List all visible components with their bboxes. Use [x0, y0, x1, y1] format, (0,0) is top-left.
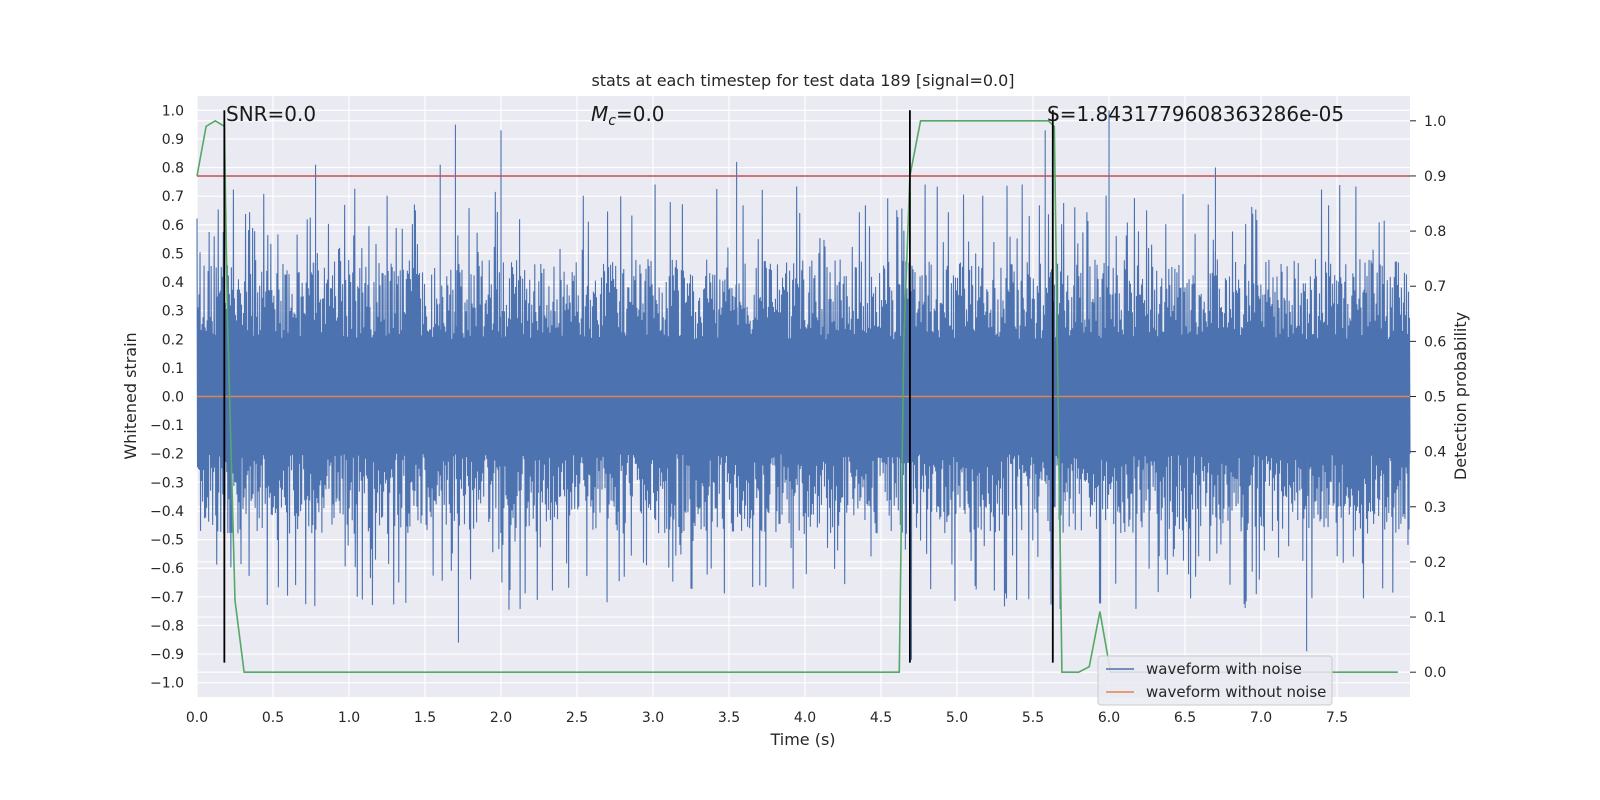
- y-right-tick-label: 0.3: [1424, 500, 1446, 516]
- y-axis-left-label: Whitened strain: [121, 332, 140, 459]
- y-left-tick-label: −0.4: [150, 504, 184, 520]
- annotation-mc: Mc=0.0: [591, 102, 665, 129]
- x-tick-label: 4.0: [794, 710, 816, 726]
- x-axis-label: Time (s): [769, 730, 835, 749]
- y-left-tick-label: −0.2: [150, 447, 184, 463]
- y-left-tick-label: 0.1: [162, 361, 184, 377]
- y-right-tick-label: 1.0: [1424, 114, 1446, 130]
- x-tick-label: 1.0: [338, 710, 360, 726]
- y-left-tick-label: −0.1: [150, 418, 184, 434]
- y-left-tick-label: 0.8: [162, 161, 184, 177]
- x-tick-label: 5.5: [1022, 710, 1044, 726]
- strain-layer: [196, 110, 1411, 660]
- chart-title: stats at each timestep for test data 189…: [591, 71, 1014, 90]
- annotation-snr: SNR=0.0: [226, 102, 316, 126]
- y-right-tick-label: 0.1: [1424, 610, 1446, 626]
- y-left-tick-label: 0.7: [162, 189, 184, 205]
- y-left-tick-label: 0.4: [162, 275, 184, 291]
- y-left-tick-label: 0.3: [162, 304, 184, 320]
- x-tick-label: 0.5: [262, 710, 284, 726]
- y-left-tick-label: 0.0: [162, 390, 184, 406]
- x-tick-label: 6.0: [1098, 710, 1120, 726]
- x-tick-label: 0.0: [186, 710, 208, 726]
- series-detection-probability: [196, 119, 1398, 673]
- annotation-s: S=1.8431779608363286e-05: [1047, 102, 1344, 126]
- legend-label-clean: waveform without noise: [1146, 683, 1326, 701]
- x-tick-label: 3.0: [642, 710, 664, 726]
- y-left-tick-label: 0.9: [162, 132, 184, 148]
- y-right-tick-label: 0.2: [1424, 555, 1446, 571]
- y-right-tick-label: 0.6: [1424, 334, 1446, 350]
- y-right-tick-label: 0.0: [1424, 665, 1446, 681]
- x-tick-label: 4.5: [870, 710, 892, 726]
- series-waveform-with-noise: [196, 110, 1411, 660]
- legend: waveform with noise waveform without noi…: [1097, 655, 1333, 706]
- x-tick-label: 1.5: [414, 710, 436, 726]
- x-tick-label: 2.5: [566, 710, 588, 726]
- y-left-tick-label: −0.8: [150, 618, 184, 634]
- y-right-tick-label: 0.7: [1424, 279, 1446, 295]
- legend-box: [1097, 655, 1333, 706]
- x-tick-label: 2.0: [490, 710, 512, 726]
- y-axis-right-label: Detection probability: [1451, 312, 1470, 480]
- x-tick-label: 5.0: [946, 710, 968, 726]
- x-tick-label: 3.5: [718, 710, 740, 726]
- ticks-layer: 0.0 0.5 1.0 1.5 2.0 2.5 3.0 3.5 4.0 4.5 5.0 5.5 6.0 6…: [150, 103, 1446, 726]
- y-right-tick-label: 0.8: [1424, 224, 1446, 240]
- x-tick-label: 6.5: [1174, 710, 1196, 726]
- x-tick-label: 7.0: [1250, 710, 1272, 726]
- y-left-tick-label: −0.3: [150, 475, 184, 491]
- y-left-tick-label: 1.0: [162, 103, 184, 119]
- y-right-tick-label: 0.4: [1424, 445, 1446, 461]
- y-left-tick-label: 0.6: [162, 218, 184, 234]
- y-left-tick-label: 0.5: [162, 246, 184, 262]
- y-left-tick-label: −0.6: [150, 561, 184, 577]
- y-left-tick-label: −0.9: [150, 647, 184, 663]
- y-right-tick-label: 0.9: [1424, 169, 1446, 185]
- y-right-tick-label: 0.5: [1424, 390, 1446, 406]
- legend-label-noise: waveform with noise: [1146, 660, 1302, 678]
- y-left-tick-label: 0.2: [162, 332, 184, 348]
- x-tick-label: 7.5: [1326, 710, 1348, 726]
- lines-layer: [196, 110, 1410, 673]
- y-left-tick-label: −0.5: [150, 533, 184, 549]
- y-left-tick-label: −1.0: [150, 676, 184, 692]
- y-left-tick-label: −0.7: [150, 590, 184, 606]
